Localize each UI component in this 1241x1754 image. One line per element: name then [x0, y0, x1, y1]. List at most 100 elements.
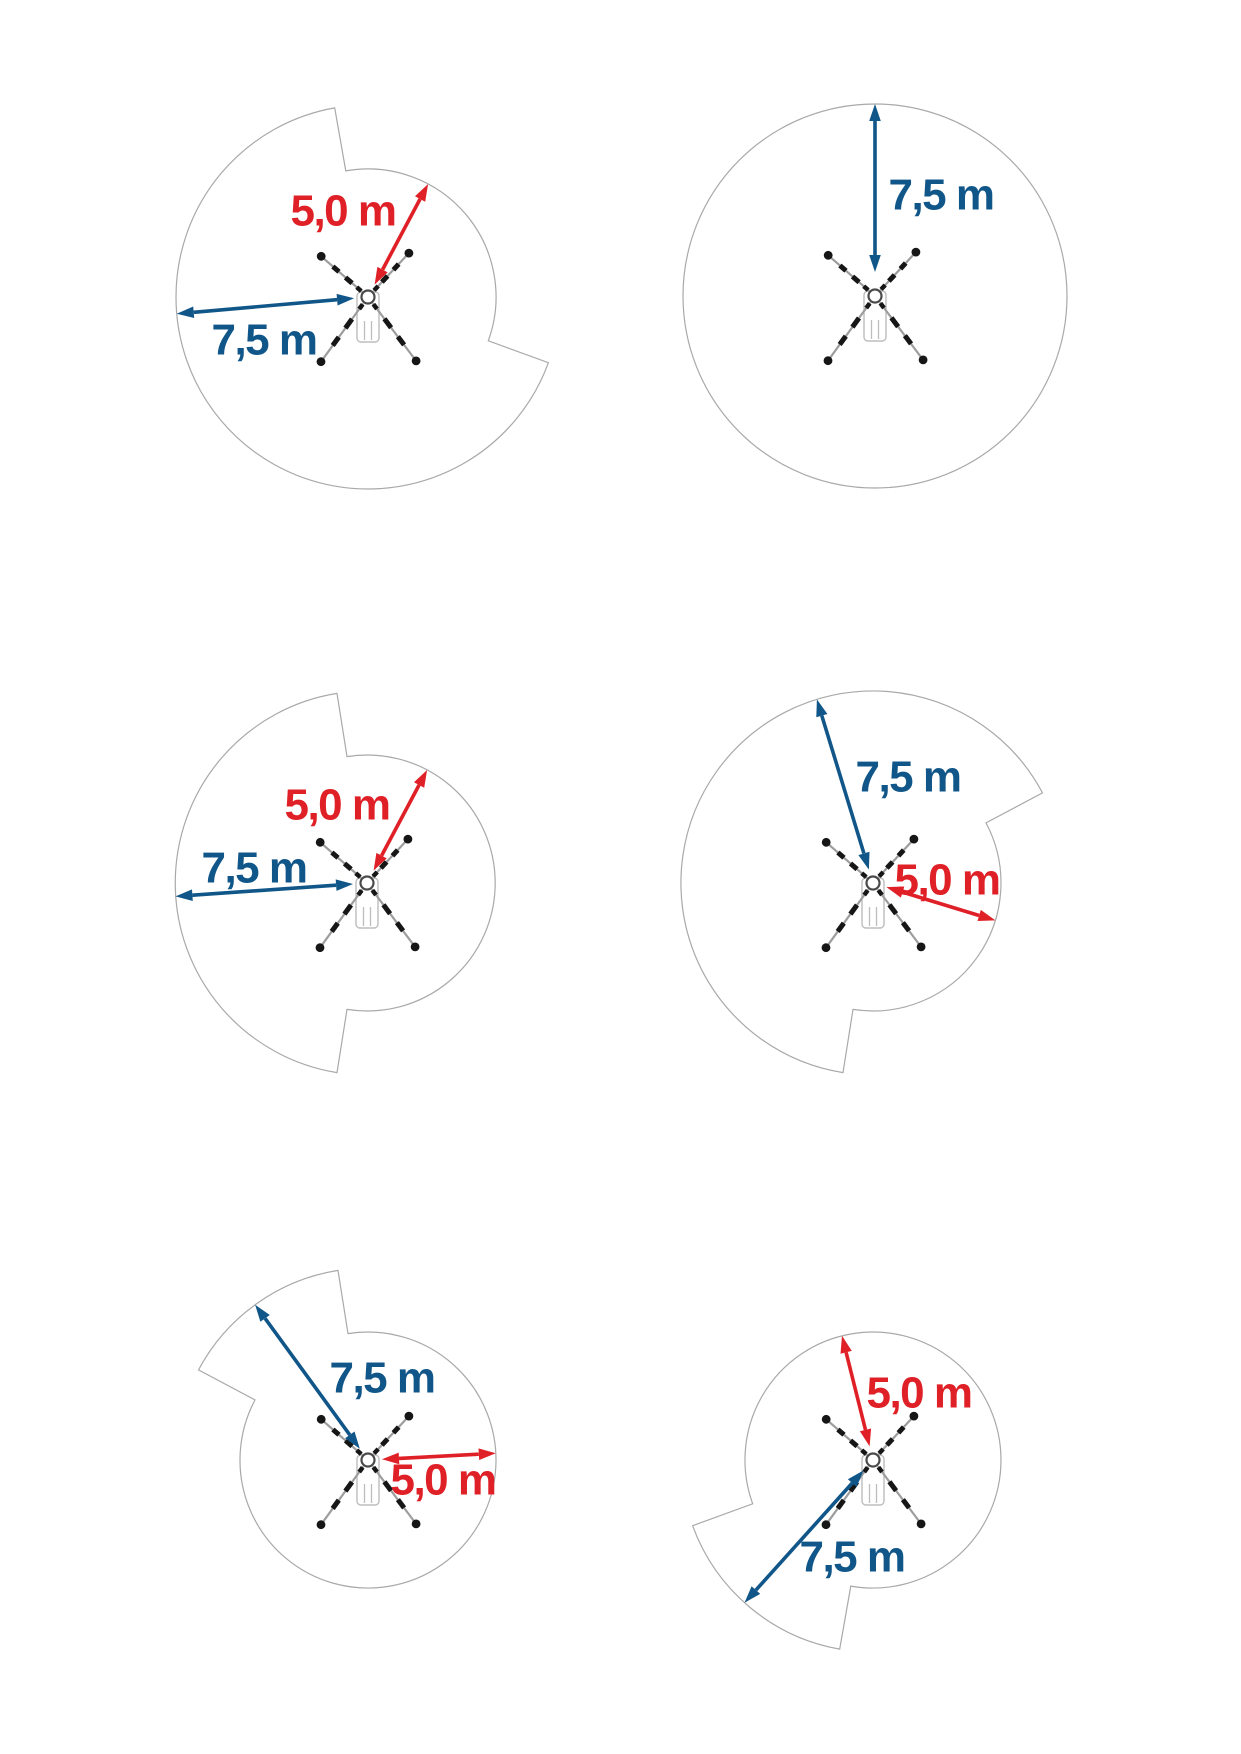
dimension-label-5m: 5,0 m: [284, 781, 389, 830]
arrowhead-outer: [840, 1335, 852, 1354]
dimension-7-5m: 7,5 m: [255, 1304, 436, 1449]
dimension-5m: 5,0 m: [284, 770, 428, 871]
outrigger-leg-segment: [827, 254, 870, 292]
machine-turret-ring: [360, 1452, 376, 1468]
dimension-label-5m: 5,0 m: [894, 856, 999, 905]
outrigger-foot: [911, 247, 921, 257]
outrigger-leg-segment: [343, 317, 355, 330]
outrigger-leg-segment: [876, 1465, 922, 1525]
outrigger-leg-segment: [887, 273, 897, 283]
outrigger-leg-segment: [372, 1415, 410, 1455]
outrigger-leg-segment: [355, 285, 363, 293]
outrigger-foot: [411, 1519, 421, 1529]
outrigger-leg-segment: [885, 860, 895, 870]
arrowhead-outer: [744, 1586, 761, 1603]
outrigger-leg-segment: [885, 1437, 895, 1447]
outrigger-leg-segment: [381, 903, 393, 916]
arrowhead-outer: [414, 770, 428, 788]
outrigger-foot: [821, 1414, 831, 1424]
outrigger-leg-segment: [395, 335, 407, 347]
dimension-arrow-shaft: [193, 297, 338, 315]
outrigger-leg-segment: [898, 261, 908, 271]
outrigger-leg-segment: [835, 1498, 846, 1510]
outrigger-leg-segment: [382, 1480, 394, 1493]
outrigger-foot: [315, 837, 325, 847]
dimension-arrow-shaft: [263, 1317, 352, 1436]
outrigger-leg-segment: [331, 264, 341, 274]
dimension-arrow-shaft: [820, 715, 866, 854]
arrowhead-inner: [859, 1428, 872, 1447]
arrowhead-inner: [382, 1452, 400, 1465]
dimension-7-5m: 7,5 m: [176, 293, 355, 365]
outrigger-leg-segment: [330, 850, 340, 860]
machine-turret-ring: [359, 875, 375, 891]
outrigger-leg-segment: [380, 274, 390, 284]
outrigger-leg-segment: [394, 921, 406, 933]
outrigger-leg-segment: [343, 275, 354, 286]
dimension-label-7-5m: 7,5 m: [201, 844, 306, 893]
outrigger-leg-segment: [357, 1465, 365, 1474]
dimension-arrow-shaft: [381, 198, 422, 271]
outrigger-leg-segment: [900, 921, 912, 933]
outrigger-leg-segment: [825, 841, 868, 879]
dimension-5m: 5,0 m: [382, 1448, 497, 1505]
outrigger-foot: [404, 248, 414, 258]
dimension-label-5m: 5,0 m: [390, 1456, 495, 1505]
outrigger-leg-segment: [372, 252, 410, 292]
dimension-7-5m: 7,5 m: [869, 104, 995, 272]
arrowhead-inner: [886, 886, 905, 898]
outrigger-leg-segment: [320, 302, 365, 363]
outrigger-leg-segment: [889, 316, 901, 329]
machine-icon: [316, 1411, 421, 1530]
outrigger-leg-segment: [879, 283, 887, 291]
range-diagram-top-left: 5,0 m 7,5 m: [175, 107, 550, 490]
outrigger-foot: [823, 356, 833, 366]
outrigger-leg-segment: [372, 1447, 380, 1455]
dimension-label-7-5m: 7,5 m: [855, 753, 960, 802]
outrigger-leg-segment: [862, 888, 870, 897]
dimension-arrow-shaft: [844, 1351, 868, 1431]
dimension-label-7-5m: 7,5 m: [211, 316, 316, 365]
outrigger-leg-segment: [371, 1465, 379, 1474]
outrigger-leg-segment: [848, 861, 859, 872]
dimension-arrow-shaft: [398, 1452, 479, 1461]
outrigger-leg-segment: [837, 334, 848, 346]
outrigger-leg-segment: [902, 334, 914, 346]
outrigger-leg-segment: [879, 251, 917, 291]
outrigger-leg-segment: [320, 1418, 363, 1456]
arrowhead-outer: [977, 909, 996, 921]
range-diagram-bottom-left: 7,5 m 5,0 m: [197, 1269, 497, 1589]
outrigger-leg-segment: [357, 302, 365, 311]
dimension-label-7-5m: 7,5 m: [799, 1533, 904, 1582]
outrigger-leg-segment: [877, 870, 885, 878]
dimension-5m: 5,0 m: [886, 856, 1001, 921]
dimension-7-5m: 7,5 m: [816, 699, 962, 870]
outrigger-leg-segment: [862, 284, 870, 292]
outrigger-foot: [403, 834, 413, 844]
machine-turret-ring: [867, 288, 883, 304]
arrowhead-outer: [478, 1448, 496, 1460]
dimension-5m: 5,0 m: [840, 1335, 973, 1447]
dimension-5m: 5,0 m: [290, 184, 429, 285]
outrigger-leg-segment: [860, 1448, 868, 1456]
outrigger-leg-segment: [850, 316, 862, 329]
outrigger-leg-segment: [896, 848, 906, 858]
dimension-label-5m: 5,0 m: [866, 1369, 971, 1418]
outrigger-leg-segment: [827, 301, 872, 362]
outrigger-leg-segment: [836, 850, 846, 860]
outrigger-leg-segment: [825, 1465, 870, 1526]
outrigger-leg-segment: [329, 921, 340, 933]
range-diagram-middle-left: 5,0 m 7,5 m: [174, 692, 496, 1074]
outrigger-leg-segment: [380, 1437, 390, 1447]
outrigger-leg-segment: [391, 262, 401, 272]
outrigger-leg-segment: [825, 1418, 868, 1456]
outrigger-leg-segment: [343, 1438, 354, 1449]
arrowhead-inner: [869, 255, 881, 272]
dimension-label-7-5m: 7,5 m: [329, 1354, 434, 1403]
machine-icon: [821, 834, 926, 953]
outrigger-leg-segment: [319, 841, 362, 879]
outrigger-leg-segment: [370, 888, 378, 897]
outrigger-leg-segment: [331, 1427, 341, 1437]
